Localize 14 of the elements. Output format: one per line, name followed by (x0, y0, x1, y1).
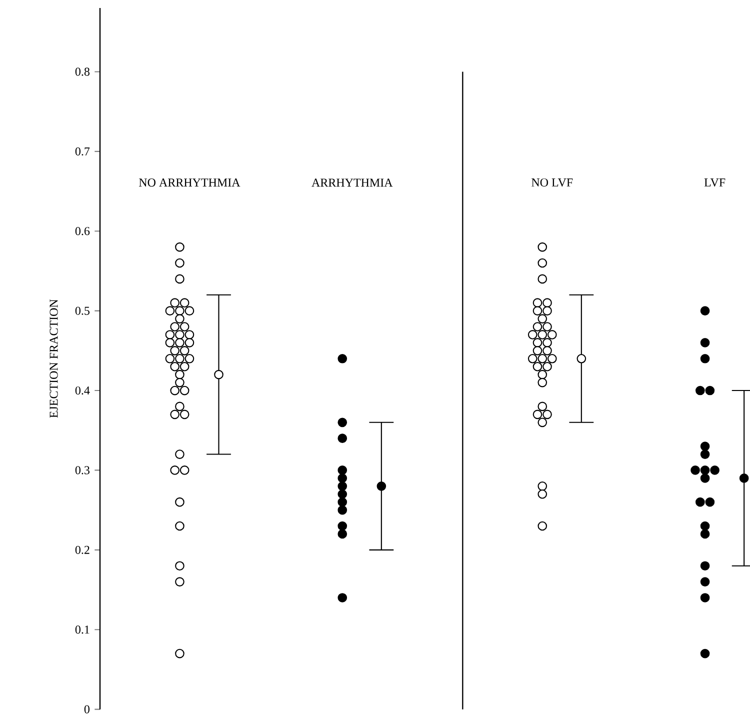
y-tick-label: 0.5 (75, 306, 90, 315)
y-tick-label: 0.2 (75, 546, 90, 554)
y-tick-label: 0.1 (75, 626, 90, 634)
y-tick-label: 0.3 (75, 466, 90, 474)
x-tick-label: NO ARRHYTHMIA (138, 178, 240, 187)
y-tick-label: 0 (84, 705, 90, 714)
y-axis-title: EJECTION FRACTION (50, 299, 58, 418)
y-tick-label: 0.4 (75, 386, 90, 395)
y-tick-label: 0.8 (75, 68, 90, 76)
x-tick-label: ARRHYTHMIA (312, 178, 393, 187)
y-tick-label: 0.7 (75, 147, 90, 156)
x-tick-label: NO LVF (532, 178, 573, 187)
x-tick-label: LVF (704, 178, 726, 187)
y-tick-label: 0.6 (75, 227, 90, 236)
